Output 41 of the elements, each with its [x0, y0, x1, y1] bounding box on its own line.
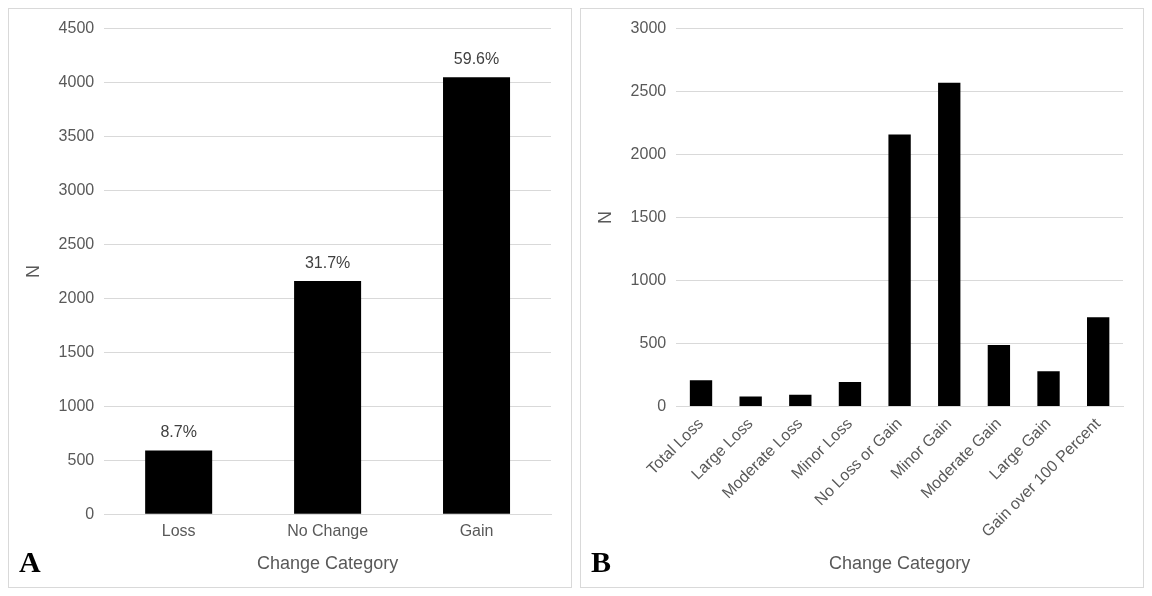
y-tick-label: 1000	[630, 271, 667, 289]
bar	[294, 281, 362, 514]
y-tick-label: 0	[657, 397, 667, 415]
x-axis-title: Change Category	[257, 553, 399, 574]
text: A	[19, 544, 41, 578]
x-tick-label: No Change	[287, 522, 369, 540]
bar	[938, 82, 961, 407]
y-tick-label: 3000	[630, 19, 667, 37]
y-tick-label: 500	[639, 334, 667, 352]
annotation: 8.7%	[160, 422, 197, 440]
annotation: 31.7%	[304, 253, 351, 271]
y-tick-label: 2500	[58, 234, 95, 252]
y-tick-label: 3000	[58, 180, 95, 198]
bar	[1037, 371, 1060, 407]
bar	[838, 382, 862, 407]
y-axis-title: N	[594, 211, 615, 225]
bar	[1087, 317, 1110, 407]
y-tick-label: 4000	[58, 72, 95, 90]
bar	[443, 77, 511, 514]
y-tick-label: 2000	[58, 288, 95, 306]
x-tick-label: Gain	[459, 522, 494, 540]
y-tick-label: 1500	[630, 208, 667, 226]
bar	[739, 396, 762, 407]
y-tick-label: 1000	[58, 396, 95, 414]
y-tick-label: 4500	[58, 19, 95, 37]
bar	[789, 394, 812, 407]
x-axis-title: Change Category	[829, 553, 971, 574]
text: B	[591, 544, 612, 578]
annotation: 59.6%	[453, 49, 500, 67]
x-tick-label: Loss	[161, 522, 196, 540]
y-tick-label: 2500	[630, 82, 667, 100]
bar	[145, 450, 213, 514]
y-tick-label: 500	[67, 450, 95, 468]
y-tick-label: 0	[85, 504, 95, 522]
y-axis-title: N	[22, 264, 43, 278]
y-tick-label: 2000	[630, 145, 667, 163]
bar	[987, 344, 1011, 407]
y-tick-label: 3500	[58, 126, 95, 144]
y-tick-label: 1500	[58, 342, 95, 360]
bar	[689, 380, 713, 407]
bar	[888, 134, 911, 407]
